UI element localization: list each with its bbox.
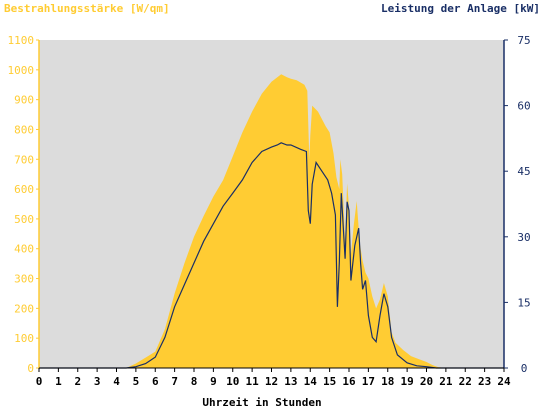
left-axis-tick-label: 600 [14,183,34,196]
x-axis-tick-label: 3 [94,375,101,388]
x-axis-tick-label: 0 [36,375,43,388]
left-axis-tick-label: 700 [14,153,34,166]
left-axis-tick-label: 500 [14,213,34,226]
left-axis-tick-label: 1100 [8,34,35,47]
left-axis-title: Bestrahlungsstärke [W/qm] [4,2,170,15]
x-axis-tick-label: 24 [497,375,511,388]
x-axis-tick-label: 11 [246,375,260,388]
left-axis-tick-label: 100 [14,332,34,345]
x-axis-tick-label: 13 [284,375,297,388]
x-axis-tick-label: 21 [439,375,453,388]
x-axis-tick-label: 4 [113,375,120,388]
right-axis-tick-label: 75 [517,34,530,47]
x-axis-tick-label: 14 [304,375,318,388]
irradiance-area [39,74,504,369]
right-axis-tick-label: 30 [517,231,530,244]
x-axis-tick-label: 18 [381,375,394,388]
power-line [39,142,504,369]
left-axis-tick-label: 800 [14,123,34,136]
left-axis-tick-label: 200 [14,302,34,315]
right-axis-tick-label: 15 [517,296,530,309]
left-axis-tick-label: 300 [14,273,34,286]
x-axis-tick-label: 7 [171,375,178,388]
x-axis-tick-label: 23 [478,375,491,388]
x-axis-tick-label: 6 [152,375,159,388]
axes-layer: 0100200300400500600700800900100011000153… [8,34,531,388]
x-axis-tick-label: 12 [265,375,278,388]
x-axis-tick-label: 20 [420,375,433,388]
x-axis-tick-label: 2 [74,375,81,388]
x-axis-tick-label: 15 [323,375,336,388]
right-axis-tick-label: 0 [521,362,528,375]
left-axis-tick-label: 1000 [8,64,35,77]
right-axis-tick-label: 60 [517,100,530,113]
series-layer [39,74,504,369]
x-axis-tick-label: 22 [459,375,472,388]
right-axis-tick-label: 45 [517,165,530,178]
left-axis-tick-label: 900 [14,94,34,107]
x-axis-tick-label: 17 [362,375,375,388]
x-axis-tick-label: 9 [210,375,217,388]
x-axis-tick-label: 10 [226,375,239,388]
x-axis-tick-label: 8 [191,375,198,388]
x-axis-title: Uhrzeit in Stunden [202,396,321,408]
left-axis-tick-label: 400 [14,243,34,256]
x-axis-tick-label: 16 [342,375,356,388]
x-axis-tick-label: 19 [401,375,414,388]
right-axis-title: Leistung der Anlage [kW] [381,2,540,15]
left-axis-tick-label: 0 [27,362,34,375]
x-axis-tick-label: 5 [133,375,140,388]
x-axis-tick-label: 1 [55,375,62,388]
